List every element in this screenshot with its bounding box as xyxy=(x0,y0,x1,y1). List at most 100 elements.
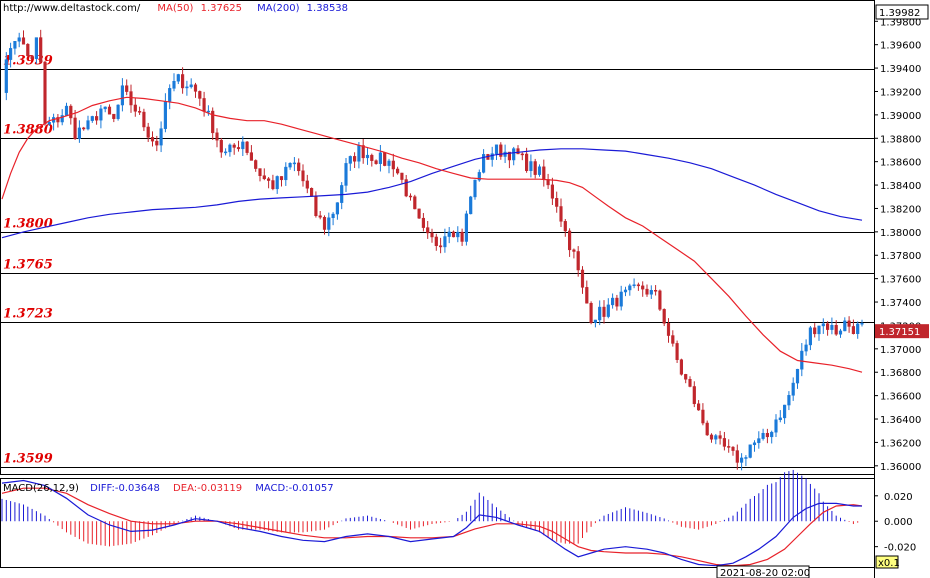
candle-body xyxy=(327,217,331,230)
candle-body xyxy=(843,320,847,332)
candle-body xyxy=(808,327,812,346)
candle-body xyxy=(757,438,761,444)
zoom-box[interactable] xyxy=(875,555,899,569)
candle-body xyxy=(787,395,791,406)
candle-body xyxy=(705,422,709,436)
candle-body xyxy=(464,213,468,242)
price-tick-label: 1.36800 xyxy=(880,368,921,379)
macd-hist-value: MACD:-0.01057 xyxy=(255,483,334,494)
candle-body xyxy=(107,106,112,115)
candle-body xyxy=(26,43,30,57)
price-tick-label: 1.39600 xyxy=(880,41,921,52)
candle-body xyxy=(47,122,51,125)
candle-body xyxy=(838,330,843,335)
candle-body xyxy=(271,180,275,190)
candle-body xyxy=(740,457,744,463)
candle-body xyxy=(795,368,800,384)
candle-body xyxy=(439,245,443,248)
candle-body xyxy=(525,153,529,171)
candle-body xyxy=(13,41,17,49)
candle-body xyxy=(310,188,314,197)
candle-body xyxy=(56,117,60,123)
macd-dea-line xyxy=(1,487,863,567)
candle-body xyxy=(202,98,206,112)
candle-body xyxy=(615,297,619,307)
current-price-box xyxy=(875,324,929,339)
candle-body xyxy=(219,139,223,153)
candle-body xyxy=(443,236,447,248)
candle-body xyxy=(563,221,567,232)
candle-body xyxy=(537,166,542,175)
candle-body xyxy=(297,162,301,172)
candle-body xyxy=(387,160,391,166)
candle-body xyxy=(778,417,782,421)
candle-body xyxy=(236,147,241,150)
candle-body xyxy=(568,230,572,251)
price-tick-label: 1.36200 xyxy=(880,438,921,449)
candle-body xyxy=(60,115,64,123)
price-tick-label: 1.39400 xyxy=(880,64,921,75)
macd-tick-label: 0.020 xyxy=(884,492,913,503)
candle-body xyxy=(408,195,413,198)
candle-body xyxy=(172,80,176,89)
candle-body xyxy=(284,166,288,181)
candle-body xyxy=(752,442,757,446)
top-price-label: 1.39982 xyxy=(879,8,920,19)
candle-body xyxy=(499,144,503,157)
candle-body xyxy=(318,215,322,218)
ma50-line xyxy=(1,96,863,373)
candle-body xyxy=(254,160,258,169)
candle-body xyxy=(335,202,339,215)
candle-body xyxy=(589,302,593,323)
candle-body xyxy=(761,432,765,439)
candle-body xyxy=(383,152,387,166)
candle-body xyxy=(185,86,189,89)
price-tick-label: 1.38000 xyxy=(880,228,921,239)
candle-body xyxy=(17,37,21,42)
macd-header: MACD(26,12,9) DIFF:-0.03648 DEA:-0.03119… xyxy=(3,483,334,494)
candle-body xyxy=(39,37,43,63)
candle-body xyxy=(718,435,722,439)
candle-body xyxy=(344,163,348,186)
candle-body xyxy=(73,117,77,139)
candle-body xyxy=(348,156,352,164)
candle-body xyxy=(357,145,361,162)
candle-body xyxy=(451,231,456,238)
candle-body xyxy=(856,323,860,334)
candle-body xyxy=(482,154,486,173)
candle-body xyxy=(138,111,142,113)
candle-body xyxy=(636,284,640,287)
candle-body xyxy=(817,325,821,335)
candle-body xyxy=(314,196,318,217)
candle-body xyxy=(658,290,662,310)
candle-body xyxy=(649,290,653,295)
candle-body xyxy=(830,324,834,330)
candle-body xyxy=(224,151,228,154)
candle-body xyxy=(245,141,249,153)
ma50-label: MA(50) xyxy=(157,3,194,14)
candle-body xyxy=(275,176,279,190)
macd-dea-value: DEA:-0.03119 xyxy=(173,483,243,494)
ma200-line xyxy=(1,148,863,239)
candle-body xyxy=(258,168,262,176)
candle-body xyxy=(129,91,133,106)
candle-body xyxy=(628,285,632,291)
candle-body xyxy=(421,217,425,228)
level-label: 1.3723 xyxy=(3,307,53,322)
candle-body xyxy=(77,127,81,139)
level-label: 1.3800 xyxy=(3,217,53,232)
macd-diff-line xyxy=(1,479,862,567)
candle-body xyxy=(413,196,417,210)
price-tick-label: 1.37400 xyxy=(880,298,921,309)
candle-body xyxy=(550,184,554,199)
candle-body xyxy=(176,74,180,82)
candle-body xyxy=(206,110,210,113)
candle-body xyxy=(692,386,696,405)
candle-body xyxy=(731,446,735,451)
candle-body xyxy=(370,154,374,161)
candle-body xyxy=(4,59,8,93)
candle-body xyxy=(662,309,666,324)
source-url[interactable]: http://www.deltastock.com/ xyxy=(3,3,141,14)
